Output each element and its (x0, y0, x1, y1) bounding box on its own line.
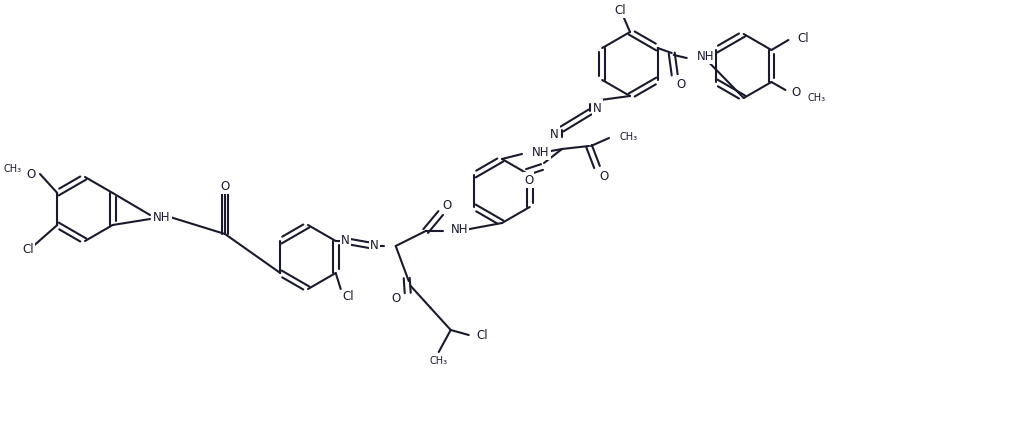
Text: CH₃: CH₃ (619, 132, 637, 141)
Text: NH: NH (451, 223, 468, 236)
Text: Cl: Cl (22, 243, 34, 256)
Text: NH: NH (697, 50, 714, 63)
Text: Cl: Cl (614, 4, 626, 17)
Text: O: O (220, 180, 229, 193)
Text: NH: NH (532, 146, 549, 159)
Text: O: O (442, 199, 452, 212)
Text: Cl: Cl (476, 329, 489, 342)
Text: Cl: Cl (343, 289, 354, 302)
Text: CH₃: CH₃ (430, 355, 448, 365)
Text: NH: NH (153, 211, 171, 224)
Text: O: O (524, 174, 533, 187)
Text: N: N (593, 101, 602, 114)
Text: O: O (791, 86, 801, 99)
Text: CH₃: CH₃ (4, 164, 22, 174)
Text: N: N (341, 234, 350, 247)
Text: O: O (27, 168, 36, 181)
Text: N: N (551, 128, 559, 141)
Text: O: O (599, 169, 608, 182)
Text: CH₃: CH₃ (808, 93, 825, 103)
Text: Cl: Cl (797, 31, 809, 44)
Text: O: O (391, 292, 400, 305)
Text: O: O (677, 77, 686, 90)
Text: N: N (370, 239, 379, 252)
